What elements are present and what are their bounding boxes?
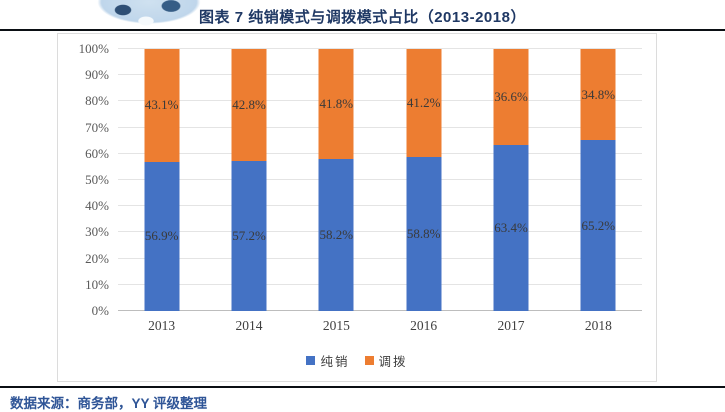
y-tick-label: 80% [85,93,109,109]
data-label: 63.4% [494,219,528,235]
legend-swatch-icon [364,356,374,365]
bar-2018: 65.2% 34.8% [580,49,616,311]
bar-segment-纯销-2015 [318,158,354,311]
legend-item-调拨: 调拨 [364,351,408,370]
data-label: 57.2% [232,228,266,244]
gridline [118,179,642,180]
data-label: 58.8% [406,225,441,241]
x-tick-label: 2018 [584,318,612,333]
gridline [118,152,642,154]
bar-2014: 57.2% 42.8% [231,49,267,311]
y-tick-label: 60% [85,145,109,161]
gridline [118,74,642,76]
y-tick-label: 0% [91,303,109,318]
gridline [118,205,642,207]
chart-title: 图表 7 纯销模式与调拨模式占比（2013-2018） [199,9,526,26]
x-tick-label: 2015 [322,318,350,333]
bar-2016: 58.8% 41.2% [406,49,442,311]
x-tick-label: 2013 [148,318,176,333]
data-label: 36.6% [494,88,528,104]
decorative-watermark-image [83,0,217,31]
bar-segment-调拨-2017 [493,49,529,145]
legend-label: 调拨 [378,355,408,369]
title-divider [0,29,725,31]
x-tick-label: 2016 [410,318,438,333]
bar-segment-纯销-2014 [231,161,267,311]
bar-2013: 56.9% 43.1% [144,49,180,311]
y-tick-label: 30% [85,224,109,240]
data-label: 58.2% [319,226,354,242]
x-axis-line [118,310,642,311]
y-tick-label: 40% [85,198,109,214]
data-label: 41.2% [406,94,441,110]
y-tick-label: 20% [85,250,109,266]
bar-segment-调拨-2015 [318,49,354,159]
legend: 纯销 调拨 [58,351,656,370]
legend-label: 纯销 [320,355,350,369]
gridline [118,48,642,49]
data-label: 34.8% [581,86,616,102]
data-source: 数据来源：商务部，YY 评级整理 [10,396,208,411]
bar-segment-调拨-2013 [144,49,180,162]
gridline [118,126,642,128]
x-axis: 2013 2014 2015 2016 2017 2018 [118,318,642,338]
bar-segment-纯销-2016 [406,156,442,311]
bar-2017: 63.4% 36.6% [493,49,529,311]
data-label: 65.2% [581,217,616,233]
gridline [118,231,642,233]
data-label: 41.8% [319,95,354,111]
bar-segment-纯销-2017 [493,144,529,311]
y-tick-label: 70% [85,119,109,135]
y-tick-label: 90% [85,67,109,83]
gridline [118,100,642,102]
y-tick-label: 50% [85,172,109,187]
data-label: 42.8% [232,97,266,113]
y-tick-label: 100% [78,41,109,56]
bar-segment-调拨-2016 [406,49,442,157]
y-tick-label: 10% [85,276,109,292]
bar-segment-调拨-2014 [231,49,267,162]
bar-2015: 58.2% 41.8% [318,49,354,311]
y-axis: 0% 10% 20% 30% 40% 50% 60% 70% 80% 90% 100% [58,41,109,318]
plot-area: 56.9% 43.1% 57.2% 42.8% 58.2% 41.8% 58.8% 41.2%… [118,48,642,311]
chart-frame: 0% 10% 20% 30% 40% 50% 60% 70% 80% 90% 100% 56.9% 4… [57,33,657,382]
bar-segment-调拨-2018 [580,49,616,141]
data-label: 43.1% [144,97,179,113]
x-tick-label: 2014 [235,318,263,333]
legend-item-纯销: 纯销 [306,351,349,370]
data-label: 56.9% [144,228,179,244]
x-tick-label: 2017 [497,318,525,333]
bar-segment-纯销-2013 [144,161,180,311]
gridline [118,257,642,259]
bar-segment-纯销-2018 [580,140,616,311]
gridline [118,283,642,285]
source-divider [0,386,725,388]
legend-swatch-icon [306,356,316,365]
